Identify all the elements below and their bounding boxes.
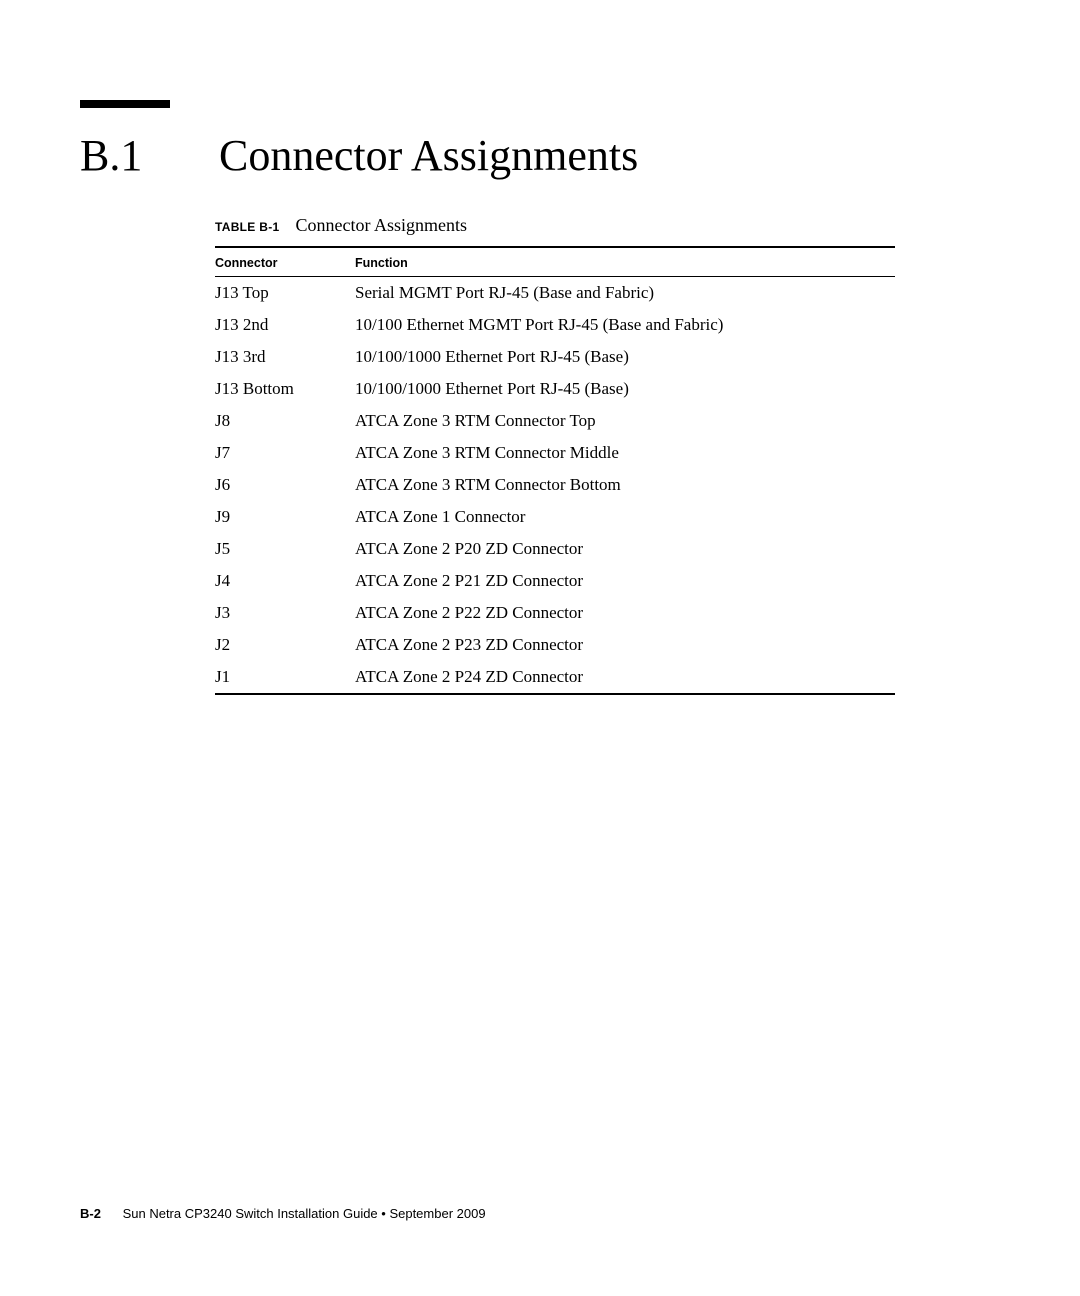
cell-function: ATCA Zone 3 RTM Connector Bottom — [355, 469, 895, 501]
table-header-row: Connector Function — [215, 247, 895, 277]
table-caption-label: TABLE B-1 — [215, 220, 279, 234]
table-caption: TABLE B-1 Connector Assignments — [215, 215, 895, 236]
cell-function: ATCA Zone 3 RTM Connector Top — [355, 405, 895, 437]
cell-connector: J13 3rd — [215, 341, 355, 373]
heading-number: B.1 — [80, 130, 215, 181]
cell-function: 10/100/1000 Ethernet Port RJ-45 (Base) — [355, 341, 895, 373]
table-row: J1ATCA Zone 2 P24 ZD Connector — [215, 661, 895, 694]
cell-connector: J9 — [215, 501, 355, 533]
footer-doc-title: Sun Netra CP3240 Switch Installation Gui… — [123, 1206, 486, 1221]
cell-function: ATCA Zone 2 P21 ZD Connector — [355, 565, 895, 597]
table-row: J8ATCA Zone 3 RTM Connector Top — [215, 405, 895, 437]
table-row: J5ATCA Zone 2 P20 ZD Connector — [215, 533, 895, 565]
cell-connector: J13 2nd — [215, 309, 355, 341]
cell-connector: J7 — [215, 437, 355, 469]
cell-function: Serial MGMT Port RJ-45 (Base and Fabric) — [355, 277, 895, 310]
cell-function: 10/100 Ethernet MGMT Port RJ-45 (Base an… — [355, 309, 895, 341]
cell-connector: J2 — [215, 629, 355, 661]
cell-connector: J4 — [215, 565, 355, 597]
cell-connector: J5 — [215, 533, 355, 565]
cell-function: ATCA Zone 1 Connector — [355, 501, 895, 533]
table-row: J2ATCA Zone 2 P23 ZD Connector — [215, 629, 895, 661]
table-row: J6ATCA Zone 3 RTM Connector Bottom — [215, 469, 895, 501]
cell-connector: J8 — [215, 405, 355, 437]
table-row: J13 2nd10/100 Ethernet MGMT Port RJ-45 (… — [215, 309, 895, 341]
table-row: J3ATCA Zone 2 P22 ZD Connector — [215, 597, 895, 629]
table-row: J13 Bottom10/100/1000 Ethernet Port RJ-4… — [215, 373, 895, 405]
cell-function: 10/100/1000 Ethernet Port RJ-45 (Base) — [355, 373, 895, 405]
section-heading: B.1 Connector Assignments — [80, 130, 638, 181]
table-row: J4ATCA Zone 2 P21 ZD Connector — [215, 565, 895, 597]
table-row: J13 TopSerial MGMT Port RJ-45 (Base and … — [215, 277, 895, 310]
cell-connector: J13 Top — [215, 277, 355, 310]
cell-function: ATCA Zone 3 RTM Connector Middle — [355, 437, 895, 469]
cell-connector: J6 — [215, 469, 355, 501]
cell-function: ATCA Zone 2 P23 ZD Connector — [355, 629, 895, 661]
col-header-connector: Connector — [215, 247, 355, 277]
page-footer: B-2 Sun Netra CP3240 Switch Installation… — [80, 1206, 486, 1221]
table-row: J13 3rd10/100/1000 Ethernet Port RJ-45 (… — [215, 341, 895, 373]
table-caption-text: Connector Assignments — [295, 215, 467, 235]
page: B.1 Connector Assignments TABLE B-1 Conn… — [0, 0, 1080, 1296]
connector-table: Connector Function J13 TopSerial MGMT Po… — [215, 246, 895, 695]
cell-function: ATCA Zone 2 P24 ZD Connector — [355, 661, 895, 694]
col-header-function: Function — [355, 247, 895, 277]
cell-function: ATCA Zone 2 P22 ZD Connector — [355, 597, 895, 629]
cell-connector: J13 Bottom — [215, 373, 355, 405]
footer-page-number: B-2 — [80, 1206, 101, 1221]
cell-connector: J3 — [215, 597, 355, 629]
cell-connector: J1 — [215, 661, 355, 694]
cell-function: ATCA Zone 2 P20 ZD Connector — [355, 533, 895, 565]
table-block: TABLE B-1 Connector Assignments Connecto… — [215, 215, 895, 695]
table-row: J7ATCA Zone 3 RTM Connector Middle — [215, 437, 895, 469]
table-body: J13 TopSerial MGMT Port RJ-45 (Base and … — [215, 277, 895, 695]
section-rule — [80, 100, 170, 108]
table-row: J9ATCA Zone 1 Connector — [215, 501, 895, 533]
heading-title: Connector Assignments — [219, 131, 638, 180]
